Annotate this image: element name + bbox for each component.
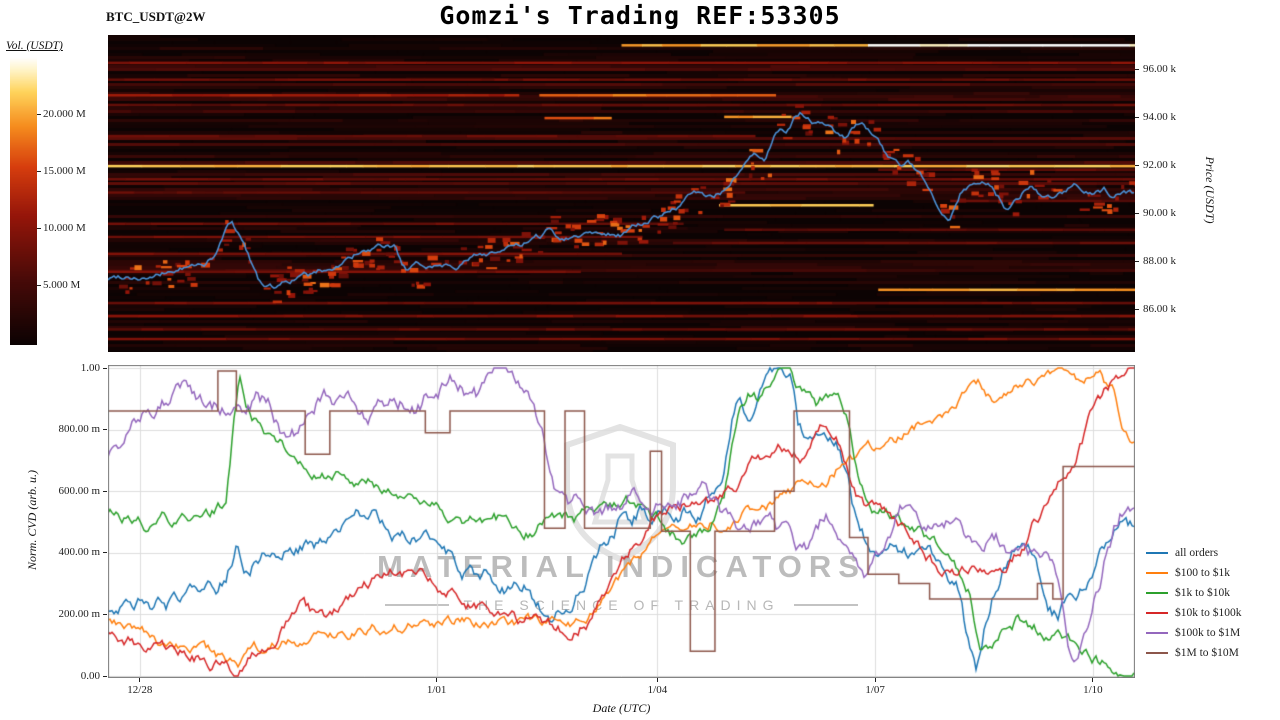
legend-color-swatch [1146,592,1168,594]
price-tick-mark [1135,165,1139,167]
legend-color-swatch [1146,652,1168,654]
legend-color-swatch [1146,552,1168,554]
cvd-xtick-label: 1/01 [426,684,447,696]
cvd-ytick-mark [103,429,107,431]
price-tick-mark [1135,69,1139,71]
cvd-ytick-label: 200.00 m [58,607,100,620]
price-tick-mark [1135,117,1139,119]
legend-item: all orders [1146,546,1241,560]
legend-item: $1M to $10M [1146,646,1241,660]
cvd-xtick-label: 12/28 [127,684,153,696]
cvd-xtick-mark [874,678,876,682]
legend-item: $10k to $100k [1146,606,1241,620]
legend-label: all orders [1175,547,1219,559]
cvd-xtick-label: 1/10 [1083,684,1103,696]
symbol-label: BTC_USDT@2W [106,9,206,24]
legend-color-swatch [1146,612,1168,614]
price-tick-mark [1135,213,1139,215]
cvd-chart [108,365,1135,678]
cvd-ytick-label: 0.00 [80,669,100,682]
liquidity-heatmap [108,35,1135,352]
colorbar-tick-mark [37,228,41,230]
cvd-ytick-label: 1.00 [80,361,100,374]
cvd-xtick-mark [1092,678,1094,682]
cvd-xtick-mark [436,678,438,682]
legend-item: $100 to $1k [1146,566,1241,580]
cvd-ytick-mark [103,675,107,677]
colorbar-tick-label: 5.000 M [43,279,81,292]
cvd-ylabel: Norm. CVD (arb. u.) [25,470,39,571]
colorbar-tick-mark [37,285,41,287]
legend-label: $100k to $1M [1175,627,1241,639]
colorbar-tick-mark [37,171,41,173]
cvd-ytick-label: 400.00 m [58,546,100,559]
legend-color-swatch [1146,572,1168,574]
cvd-ytick-mark [103,552,107,554]
legend-label: $100 to $1k [1175,567,1230,579]
price-tick-mark [1135,309,1139,311]
price-tick-label: 92.00 k [1143,159,1176,172]
cvd-xtick-mark [139,678,141,682]
legend-label: $1M to $10M [1175,647,1239,659]
legend: all orders $100 to $1k $1k to $10k $10k to … [1146,546,1241,660]
colorbar-label: Vol. (USDT) [6,40,63,52]
colorbar-tick-label: 10.000 M [43,222,86,235]
price-tick-label: 88.00 k [1143,255,1176,268]
price-tick-label: 86.00 k [1143,303,1176,316]
cvd-ytick-mark [103,367,107,369]
page-title: Gomzi's Trading REF:53305 [439,1,841,30]
colorbar-tick-label: 15.000 M [43,165,86,178]
cvd-ytick-label: 600.00 m [58,484,100,497]
price-axis-label: Price (USDT) [1203,156,1217,224]
price-tick-label: 96.00 k [1143,63,1176,76]
cvd-ytick-mark [103,613,107,615]
legend-label: $10k to $100k [1175,607,1242,619]
cvd-ytick-label: 800.00 m [58,423,100,436]
price-tick-mark [1135,261,1139,263]
legend-color-swatch [1146,632,1168,634]
volume-colorbar [10,57,37,345]
price-tick-label: 94.00 k [1143,111,1176,124]
cvd-xtick-mark [656,678,658,682]
legend-label: $1k to $10k [1175,587,1230,599]
cvd-xtick-label: 1/04 [647,684,668,696]
cvd-ytick-mark [103,490,107,492]
colorbar-tick-mark [37,114,41,116]
colorbar-tick-label: 20.000 M [43,108,86,121]
legend-item: $1k to $10k [1146,586,1241,600]
cvd-xtick-label: 1/07 [865,684,885,696]
cvd-xlabel: Date (UTC) [592,701,651,715]
price-tick-label: 90.00 k [1143,207,1176,220]
legend-item: $100k to $1M [1146,626,1241,640]
